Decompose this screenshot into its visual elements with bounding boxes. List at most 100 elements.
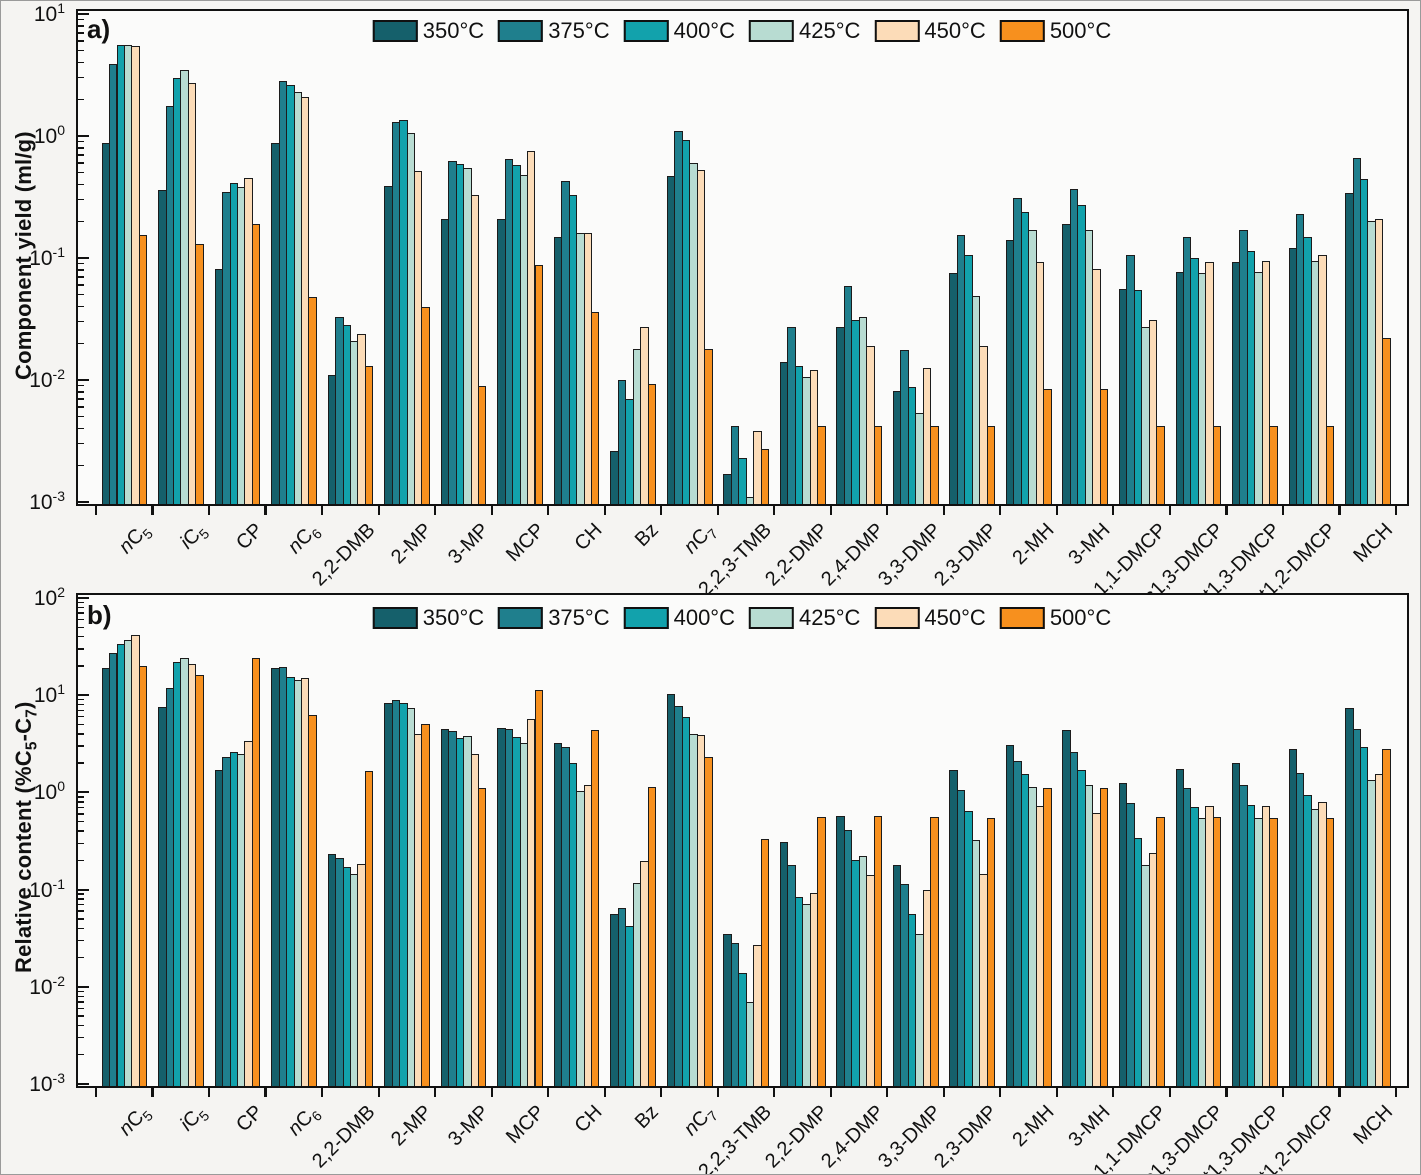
y-minor-tick bbox=[78, 172, 84, 174]
bar bbox=[1382, 748, 1391, 1088]
y-minor-tick bbox=[78, 703, 84, 706]
legend-label: 400°C bbox=[673, 18, 735, 43]
bar bbox=[364, 771, 374, 1088]
panel-b-ylabel: Relative content (%C5-C7) bbox=[11, 701, 41, 973]
y-minor-tick bbox=[78, 154, 84, 156]
y-minor-tick bbox=[78, 820, 84, 823]
bar bbox=[421, 723, 430, 1088]
x-tick bbox=[434, 1088, 437, 1097]
x-tick bbox=[660, 506, 663, 515]
y-minor-tick bbox=[78, 898, 84, 900]
legend-swatch bbox=[623, 607, 669, 629]
x-tick bbox=[773, 506, 776, 515]
legend-item: 425°C bbox=[749, 605, 860, 631]
y-minor-tick bbox=[78, 294, 84, 296]
y-minor-tick bbox=[78, 723, 84, 726]
y-minor-tick bbox=[78, 1054, 84, 1056]
y-minor-tick bbox=[78, 18, 84, 21]
y-minor-tick bbox=[78, 601, 84, 604]
x-tick bbox=[886, 506, 889, 515]
x-tick bbox=[603, 1088, 606, 1097]
y-minor-tick bbox=[78, 183, 84, 186]
y-minor-tick bbox=[78, 626, 84, 628]
y-minor-tick bbox=[78, 262, 84, 265]
y-minor-tick bbox=[78, 1036, 84, 1039]
y-tick-label: 100 bbox=[33, 122, 65, 148]
y-minor-tick bbox=[78, 276, 84, 278]
bar bbox=[1325, 425, 1335, 506]
y-minor-tick bbox=[78, 995, 84, 997]
y-minor-tick bbox=[78, 1007, 84, 1010]
legend-swatch bbox=[623, 20, 669, 42]
bar bbox=[1325, 817, 1335, 1088]
y-minor-tick bbox=[78, 698, 84, 701]
y-minor-tick bbox=[78, 733, 84, 735]
y-minor-tick bbox=[78, 893, 84, 895]
category-label: nC5 bbox=[114, 524, 156, 559]
bar bbox=[1269, 425, 1278, 506]
y-major-tick bbox=[78, 500, 89, 504]
bar bbox=[251, 223, 261, 506]
bar bbox=[421, 306, 430, 506]
x-tick bbox=[886, 1088, 889, 1097]
y-minor-tick bbox=[78, 762, 84, 764]
legend-label: 350°C bbox=[422, 605, 485, 630]
y-minor-tick bbox=[78, 162, 84, 164]
legend-swatch bbox=[874, 20, 920, 42]
bar bbox=[534, 264, 543, 506]
bar bbox=[477, 385, 487, 506]
legend-swatch bbox=[999, 607, 1045, 629]
y-minor-tick bbox=[78, 796, 84, 798]
legend-swatch bbox=[498, 607, 544, 629]
bar bbox=[534, 689, 543, 1088]
legend-item: 400°C bbox=[623, 605, 735, 631]
bar bbox=[195, 675, 204, 1088]
x-tick bbox=[1168, 506, 1171, 515]
y-minor-tick bbox=[78, 284, 84, 286]
x-tick bbox=[434, 506, 437, 515]
x-tick bbox=[1394, 506, 1398, 515]
y-tick-label: 10-2 bbox=[29, 972, 65, 999]
bar bbox=[1156, 425, 1165, 506]
y-tick-label: 100 bbox=[33, 778, 65, 805]
category-label: 3-MH bbox=[1064, 519, 1115, 570]
y-minor-tick bbox=[78, 745, 84, 747]
category-label: 2,2-DMB bbox=[308, 519, 380, 591]
y-minor-tick bbox=[78, 1024, 84, 1027]
category-label: CH bbox=[570, 1101, 606, 1137]
legend-swatch bbox=[498, 20, 544, 42]
y-minor-tick bbox=[78, 50, 84, 52]
legend-label: 425°C bbox=[799, 18, 861, 43]
y-major-tick bbox=[78, 378, 89, 382]
category-label: nC6 bbox=[284, 1106, 326, 1141]
legend-item: 350°C bbox=[372, 18, 484, 44]
category-label: Bz bbox=[630, 519, 663, 552]
legend-item: 375°C bbox=[498, 605, 610, 631]
legend-item: 375°C bbox=[498, 18, 610, 44]
y-major-tick bbox=[78, 12, 89, 16]
x-tick bbox=[320, 1088, 324, 1097]
x-tick bbox=[716, 1088, 719, 1097]
bar bbox=[873, 816, 883, 1088]
bar bbox=[364, 366, 374, 506]
bar bbox=[195, 244, 204, 506]
y-minor-tick bbox=[78, 342, 84, 344]
legend-item: 400°C bbox=[623, 18, 735, 44]
category-label: 2-MP bbox=[387, 519, 437, 569]
bar bbox=[591, 729, 600, 1088]
x-tick bbox=[1338, 1088, 1341, 1097]
legend-label: 375°C bbox=[548, 605, 610, 630]
legend-label: 500°C bbox=[1049, 18, 1112, 43]
y-minor-tick bbox=[78, 990, 84, 992]
x-tick bbox=[490, 506, 493, 515]
y-minor-tick bbox=[78, 606, 84, 609]
category-label: 3-MP bbox=[443, 519, 493, 569]
x-tick bbox=[490, 1088, 493, 1097]
legend-swatch bbox=[372, 20, 418, 42]
category-label: CP bbox=[231, 519, 267, 555]
x-tick bbox=[207, 1088, 211, 1097]
x-tick bbox=[1281, 506, 1285, 515]
y-minor-tick bbox=[78, 927, 84, 929]
y-minor-tick bbox=[78, 618, 84, 621]
